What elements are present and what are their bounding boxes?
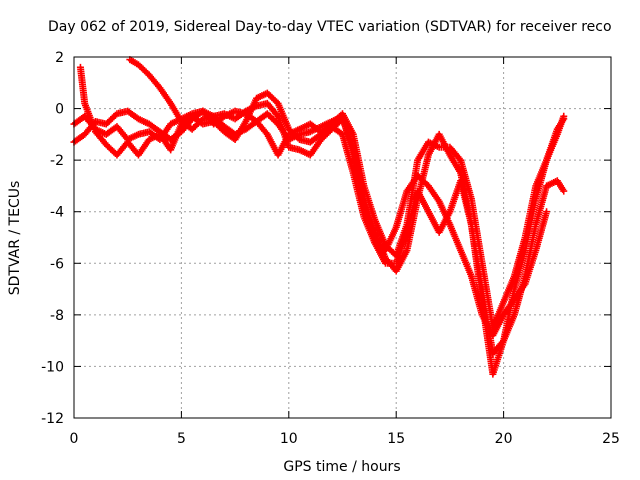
grid-lines xyxy=(74,57,611,418)
y-tick-label: 2 xyxy=(55,50,64,66)
plot-frame xyxy=(73,56,612,419)
series-track-2 xyxy=(76,63,568,332)
y-tick-label: 0 xyxy=(55,102,64,118)
data-point xyxy=(560,187,568,195)
x-tick-label: 20 xyxy=(495,431,513,447)
axis-ticks: 0 5 10 15 20 25 -12 -10 -8 -6 -4 -2 0 2 xyxy=(41,50,620,447)
x-tick-label: 0 xyxy=(70,431,79,447)
x-tick-label: 25 xyxy=(602,431,620,447)
x-tick-label: 15 xyxy=(387,431,405,447)
x-tick-label: 5 xyxy=(177,431,186,447)
y-tick-label: -10 xyxy=(41,359,64,375)
chart-title: Day 062 of 2019, Sidereal Day-to-day VTE… xyxy=(48,19,612,35)
y-axis-label: SDTVAR / TECUs xyxy=(7,181,23,296)
y-tick-label: -2 xyxy=(50,153,64,169)
x-tick-label: 10 xyxy=(280,431,298,447)
series-track-4 xyxy=(70,107,551,339)
data-points xyxy=(70,56,568,378)
y-tick-label: -12 xyxy=(41,411,64,427)
y-tick-label: -6 xyxy=(50,256,64,272)
y-tick-label: -8 xyxy=(50,308,64,324)
data-point xyxy=(560,112,568,120)
y-tick-label: -4 xyxy=(50,205,64,221)
x-axis-label: GPS time / hours xyxy=(283,459,400,475)
data-point xyxy=(543,208,551,216)
